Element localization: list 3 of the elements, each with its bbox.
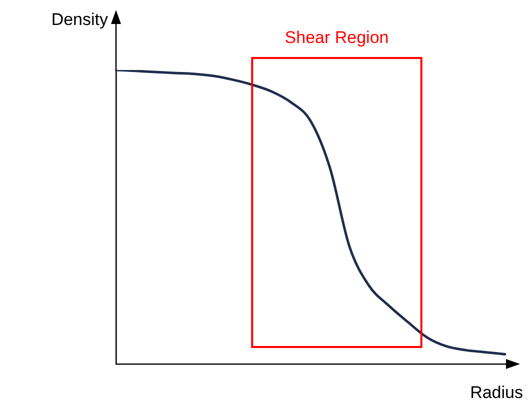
x-axis-title: Radius [470, 383, 523, 402]
y-axis-title: Density [51, 10, 108, 29]
text: Shear Region [284, 28, 389, 47]
